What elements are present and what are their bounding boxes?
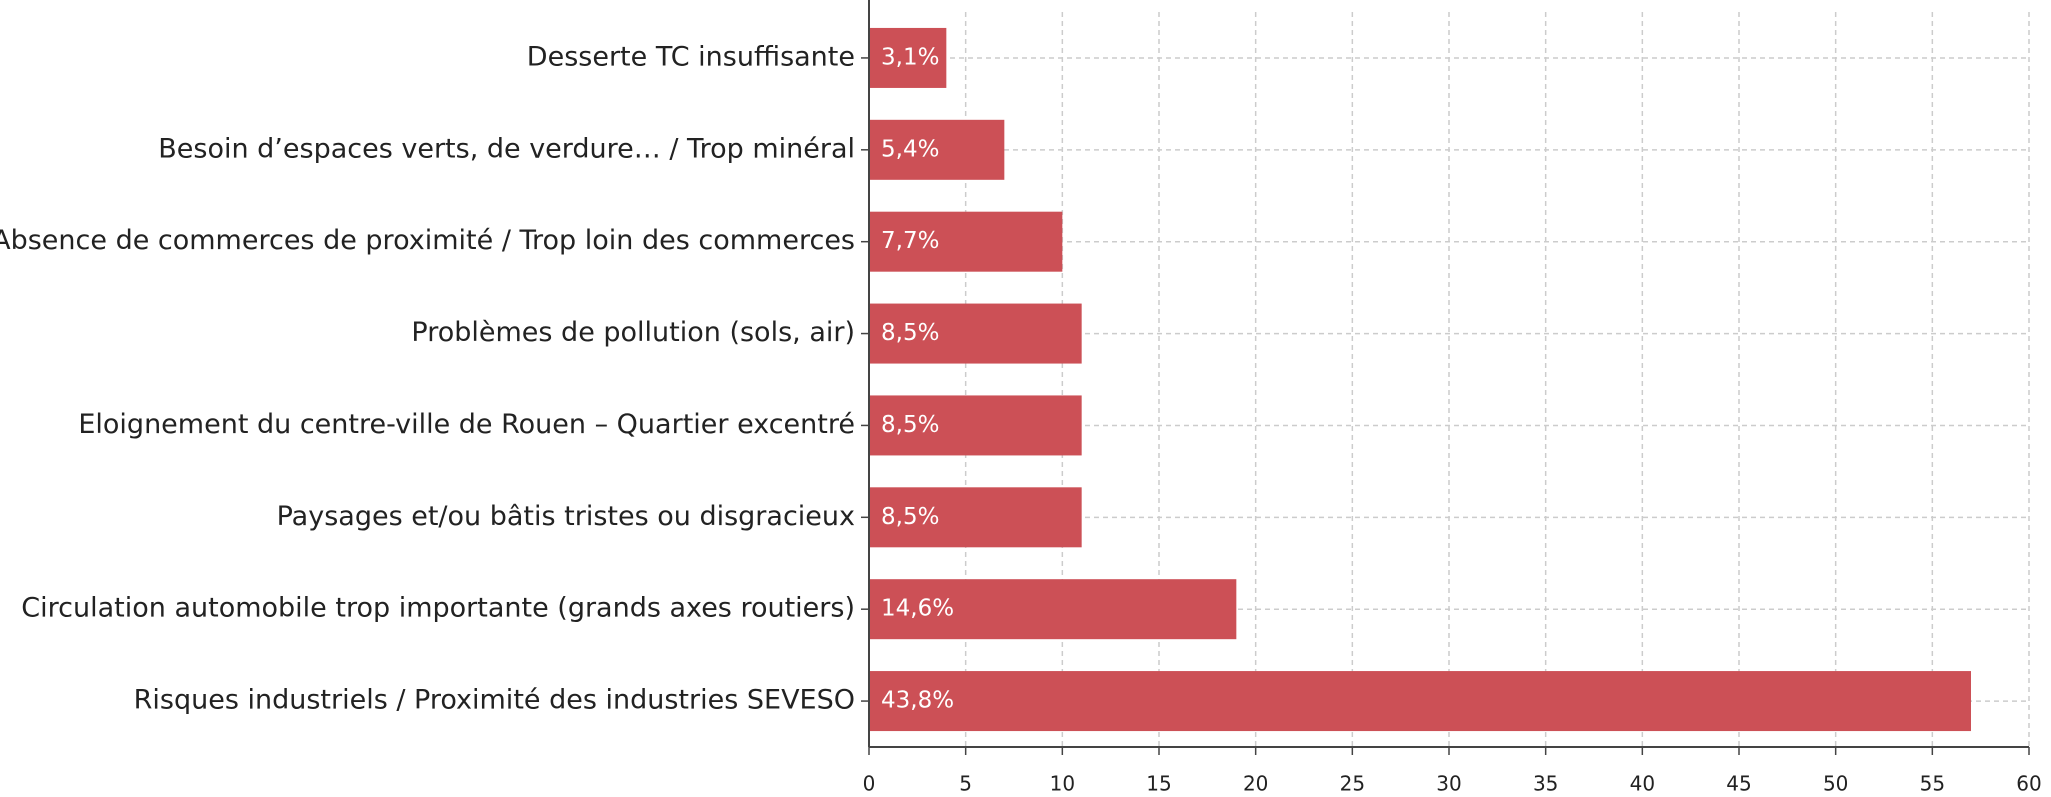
value-label: 8,5% xyxy=(881,504,939,530)
value-label: 43,8% xyxy=(881,688,954,714)
value-label: 8,5% xyxy=(881,320,939,346)
value-label: 8,5% xyxy=(881,412,939,438)
y-tick-label: Besoin d’espaces verts, de verdure… / Tr… xyxy=(158,133,855,164)
x-tick-label: 50 xyxy=(1823,772,1848,796)
x-tick-label: 55 xyxy=(1920,772,1945,796)
value-label: 3,1% xyxy=(881,44,939,70)
x-tick-label: 45 xyxy=(1726,772,1751,796)
value-label: 14,6% xyxy=(881,596,954,622)
bar xyxy=(869,119,1005,180)
value-label: 7,7% xyxy=(881,228,939,254)
x-tick-label: 10 xyxy=(1050,772,1075,796)
bar xyxy=(869,487,1082,548)
x-tick-label: 5 xyxy=(959,772,972,796)
x-tick-label: 20 xyxy=(1243,772,1268,796)
y-tick-label: Circulation automobile trop importante (… xyxy=(21,593,855,624)
x-tick-label: 60 xyxy=(2016,772,2041,796)
bar xyxy=(869,27,947,88)
x-tick-label: 0 xyxy=(863,772,876,796)
y-tick-label: Paysages et/ou bâtis tristes ou disgraci… xyxy=(277,501,855,532)
y-tick-label: Absence de commerces de proximité / Trop… xyxy=(0,225,855,256)
x-tick-label: 35 xyxy=(1533,772,1558,796)
y-tick-label: Risques industriels / Proximité des indu… xyxy=(134,685,855,716)
bar xyxy=(869,579,1237,640)
y-tick-label: Desserte TC insuffisante xyxy=(527,41,855,72)
x-tick-label: 30 xyxy=(1436,772,1461,796)
value-label: 5,4% xyxy=(881,136,939,162)
bar xyxy=(869,395,1082,456)
y-tick-label: Problèmes de pollution (sols, air) xyxy=(411,317,855,348)
bar xyxy=(869,671,1971,732)
bar xyxy=(869,211,1063,272)
x-tick-label: 25 xyxy=(1340,772,1365,796)
x-tick-label: 40 xyxy=(1630,772,1655,796)
bar xyxy=(869,303,1082,364)
y-tick-label: Eloignement du centre-ville de Rouen – Q… xyxy=(78,409,855,440)
x-tick-label: 15 xyxy=(1146,772,1171,796)
